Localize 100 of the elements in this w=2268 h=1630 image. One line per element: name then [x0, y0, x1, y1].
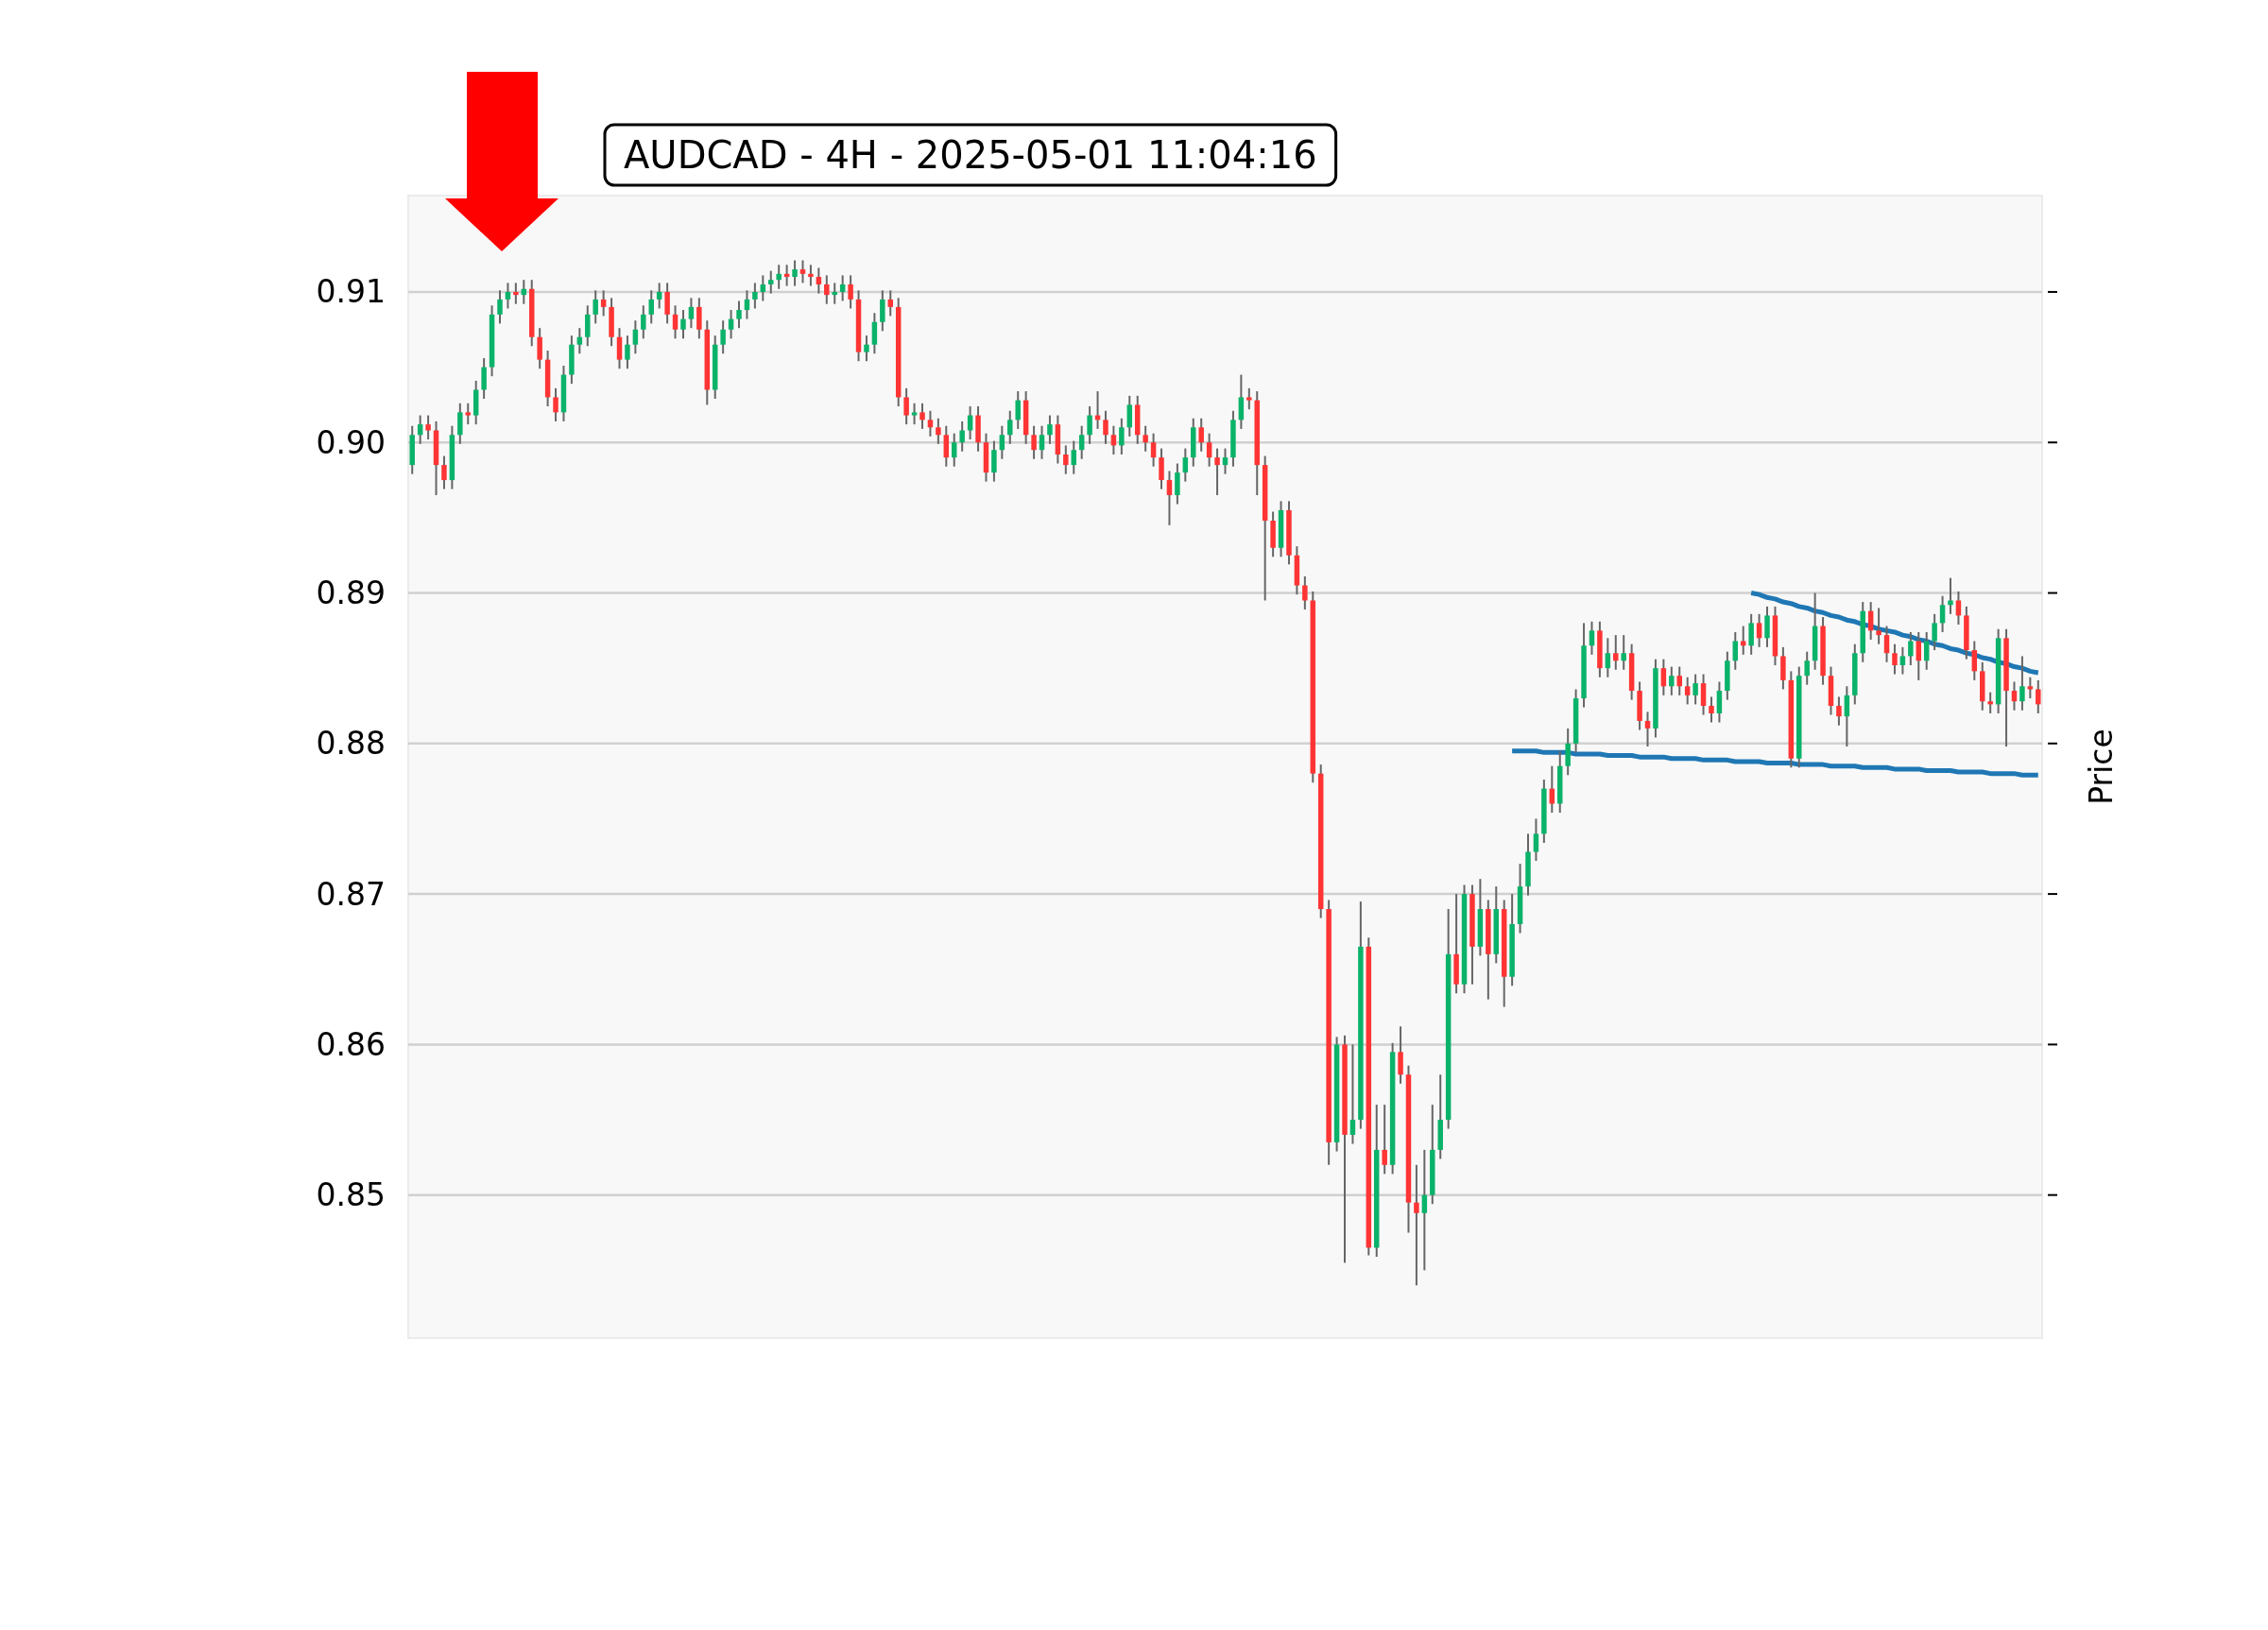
candlestick [1110, 424, 1117, 455]
candlestick [1238, 373, 1245, 430]
candlestick [1159, 447, 1164, 490]
candlestick [792, 259, 798, 287]
candlestick [1549, 764, 1555, 815]
candlestick [1932, 612, 1937, 652]
candlestick [2011, 680, 2018, 712]
candlestick [648, 289, 654, 325]
candlestick [425, 414, 431, 441]
candlestick [1246, 386, 1252, 411]
candlestick [1222, 447, 1228, 475]
candlestick [1764, 605, 1770, 648]
candlestick [1836, 695, 1842, 727]
candlestick [832, 282, 837, 305]
candlestick [1844, 685, 1850, 747]
y-tick-label: 0.91 [316, 273, 386, 311]
candlestick [720, 319, 726, 355]
candlestick [1613, 634, 1619, 671]
candlestick [1078, 424, 1085, 460]
y-tick-label: 0.87 [316, 875, 386, 913]
candlestick [776, 264, 782, 290]
candlestick [1007, 409, 1013, 445]
candlestick [1605, 637, 1611, 678]
candlestick [680, 309, 686, 340]
candlestick [1349, 1043, 1356, 1145]
candlestick [1015, 390, 1021, 430]
candlestick [1748, 612, 1754, 656]
candlestick [943, 424, 950, 468]
candlestick [1150, 432, 1157, 468]
candlestick [728, 309, 734, 340]
candlestick [903, 386, 909, 426]
candlestick [417, 414, 423, 445]
candlestick [625, 335, 630, 370]
candlestick [839, 274, 846, 302]
candlestick [1302, 575, 1308, 611]
candlestick [1684, 676, 1691, 706]
candlestick [1660, 658, 1667, 696]
candlestick [816, 266, 822, 295]
candlestick [553, 386, 558, 422]
candlestick [688, 297, 695, 330]
candlestick [1039, 424, 1045, 460]
candlestick [936, 417, 941, 445]
candlestick [457, 402, 463, 445]
candlestick [744, 289, 750, 320]
candlestick [1939, 594, 1946, 633]
candlestick [1119, 417, 1125, 455]
candlestick [1883, 625, 1890, 663]
candlestick [999, 424, 1005, 460]
candlestick [991, 439, 997, 483]
candlestick [1756, 612, 1762, 648]
candlestick [641, 304, 646, 340]
candlestick [1589, 620, 1595, 656]
candlestick [1892, 643, 1898, 676]
candlestick [1700, 673, 1707, 716]
candlestick [1740, 625, 1746, 656]
y-axis-title: Price [2082, 729, 2120, 805]
candlestick [1716, 680, 1723, 724]
candlestick [1421, 1148, 1428, 1272]
candlestick [1087, 405, 1092, 445]
candlestick [465, 402, 471, 426]
candlestick [505, 282, 511, 310]
candlestick [736, 300, 742, 330]
candlestick [808, 264, 814, 287]
candlestick [537, 327, 542, 370]
y-tick-label: 0.88 [316, 725, 386, 763]
candlestick [1071, 439, 1076, 475]
candlestick [696, 297, 702, 340]
candlestick [1182, 447, 1189, 483]
candlestick [952, 432, 957, 468]
candlestick [616, 327, 623, 370]
candlestick [656, 282, 662, 310]
candlestick [1621, 634, 1626, 671]
candlestick [927, 409, 934, 438]
candlestick [1971, 640, 1978, 681]
candlestick [799, 259, 806, 284]
candlestick [1398, 1025, 1403, 1085]
candlestick [768, 269, 774, 295]
candlestick [1676, 665, 1682, 696]
candlestick [585, 304, 591, 348]
candlestick [1103, 409, 1108, 445]
y-tick-label: 0.86 [316, 1025, 386, 1063]
candlestick [1916, 630, 1922, 681]
candlestick [1644, 711, 1651, 747]
candlestick [1692, 673, 1698, 706]
candlestick [441, 455, 447, 490]
candlestick [2019, 655, 2025, 712]
candlestick [1948, 576, 1953, 615]
candlestick [1126, 394, 1133, 438]
candlestick [1899, 645, 1906, 676]
candlestick [632, 319, 639, 355]
candlestick [672, 304, 679, 340]
candlestick [911, 402, 918, 426]
candlestick [513, 282, 519, 305]
candlestick [864, 335, 869, 363]
candlestick [1166, 470, 1173, 526]
candlestick [1047, 414, 1053, 445]
candlestick [887, 289, 894, 317]
candlestick [1198, 417, 1204, 453]
candlestick [1669, 665, 1675, 696]
candlestick [576, 327, 583, 355]
